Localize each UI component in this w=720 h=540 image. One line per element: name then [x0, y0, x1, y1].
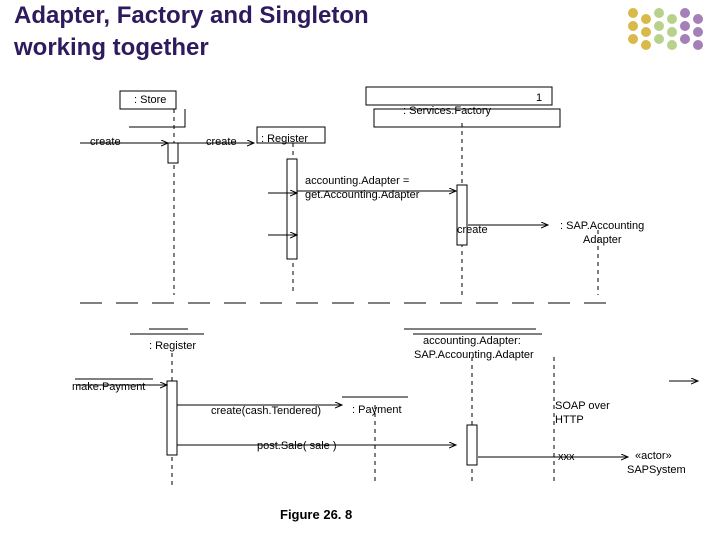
label-soap1: SOAP over: [555, 400, 610, 413]
decorative-dots: [628, 8, 708, 72]
label-register1: : Register: [261, 133, 308, 146]
label-createR: create: [206, 136, 237, 149]
label-createL: create: [90, 136, 121, 149]
label-soap2: HTTP: [555, 414, 584, 427]
label-createCash: create(cash.Tendered): [211, 405, 321, 418]
label-acctObj2: SAP.Accounting.Adapter: [414, 349, 534, 362]
label-sapAcct2: Adapter: [583, 234, 622, 247]
slide-title-line2: working together: [14, 34, 209, 62]
label-oneMult: 1: [536, 92, 542, 105]
label-sapAcct1: : SAP.Accounting: [560, 220, 644, 233]
label-acctLine1: accounting.Adapter =: [305, 175, 409, 188]
slide-title-line1: Adapter, Factory and Singleton: [14, 2, 369, 30]
label-makePayment: make.Payment: [72, 381, 145, 394]
label-store: : Store: [134, 94, 166, 107]
label-actor1: «actor»: [635, 450, 672, 463]
label-servicesFactory: : Services.Factory: [403, 105, 491, 118]
label-acctLine2: get.Accounting.Adapter: [305, 189, 419, 202]
label-postSale: post.Sale( sale ): [257, 440, 336, 453]
label-create2: create: [457, 224, 488, 237]
label-payment: : Payment: [352, 404, 402, 417]
figure-caption: Figure 26. 8: [280, 507, 352, 522]
label-acctObj1: accounting.Adapter:: [423, 335, 521, 348]
label-register2: : Register: [149, 340, 196, 353]
label-xxx: xxx: [558, 451, 575, 464]
label-actor2: SAPSystem: [627, 464, 686, 477]
